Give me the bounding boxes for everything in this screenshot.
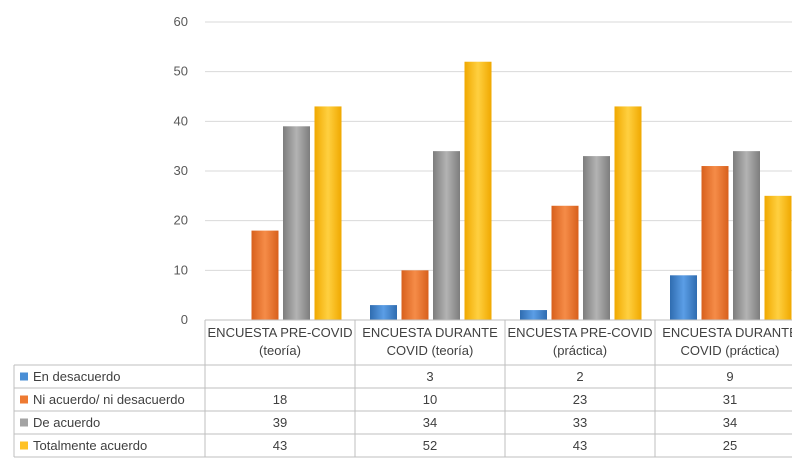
category-label: (práctica) — [553, 343, 607, 358]
bar — [433, 151, 460, 320]
bar — [401, 270, 429, 320]
category-label: ENCUESTA DURANTE — [662, 325, 792, 340]
data-label: 3 — [426, 369, 433, 384]
data-label: 34 — [723, 415, 737, 430]
y-tick-label: 30 — [174, 163, 188, 178]
legend-label: De acuerdo — [33, 415, 100, 430]
bar — [670, 275, 697, 320]
data-label: 25 — [723, 438, 737, 453]
bar — [314, 106, 342, 320]
category-label: COVID (teoría) — [387, 343, 474, 358]
data-label: 18 — [273, 392, 287, 407]
bar — [583, 156, 610, 320]
bar — [370, 305, 397, 320]
category-label: ENCUESTA PRE-COVID — [508, 325, 653, 340]
bars — [251, 61, 792, 320]
legend-swatch — [20, 441, 28, 450]
data-label: 2 — [576, 369, 583, 384]
y-tick-label: 40 — [174, 113, 188, 128]
bar — [614, 106, 642, 320]
data-table: ENCUESTA PRE-COVID (teoría) ENCUESTA DURAN… — [13, 319, 792, 458]
data-label: 34 — [423, 415, 437, 430]
legend-label: Ni acuerdo/ ni desacuerdo — [33, 392, 185, 407]
y-tick-label: 50 — [174, 64, 188, 79]
y-tick-label: 10 — [174, 262, 188, 277]
bar — [251, 230, 279, 320]
legend-label: En desacuerdo — [33, 369, 120, 384]
bar — [464, 61, 492, 320]
bar — [520, 310, 547, 320]
y-axis: 0 10 20 30 40 50 60 — [174, 14, 188, 327]
category-label: ENCUESTA PRE-COVID — [208, 325, 353, 340]
data-label: 43 — [273, 438, 287, 453]
legend-swatch — [20, 395, 28, 404]
category-label: (teoría) — [259, 343, 301, 358]
y-tick-label: 0 — [181, 312, 188, 327]
data-label: 33 — [573, 415, 587, 430]
legend-swatch — [20, 418, 28, 427]
bar — [283, 126, 310, 320]
category-label: COVID (práctica) — [681, 343, 780, 358]
data-label: 9 — [726, 369, 733, 384]
data-label: 43 — [573, 438, 587, 453]
y-tick-label: 20 — [174, 213, 188, 228]
category-label: ENCUESTA DURANTE — [362, 325, 498, 340]
data-label: 31 — [723, 392, 737, 407]
data-label: 23 — [573, 392, 587, 407]
bar — [701, 166, 729, 320]
legend-label: Totalmente acuerdo — [33, 438, 147, 453]
data-label: 10 — [423, 392, 437, 407]
bar — [764, 195, 792, 320]
legend-swatch — [20, 372, 28, 381]
y-tick-label: 60 — [174, 14, 188, 29]
data-label: 39 — [273, 415, 287, 430]
data-label: 52 — [423, 438, 437, 453]
bar — [551, 205, 579, 320]
bar — [733, 151, 760, 320]
